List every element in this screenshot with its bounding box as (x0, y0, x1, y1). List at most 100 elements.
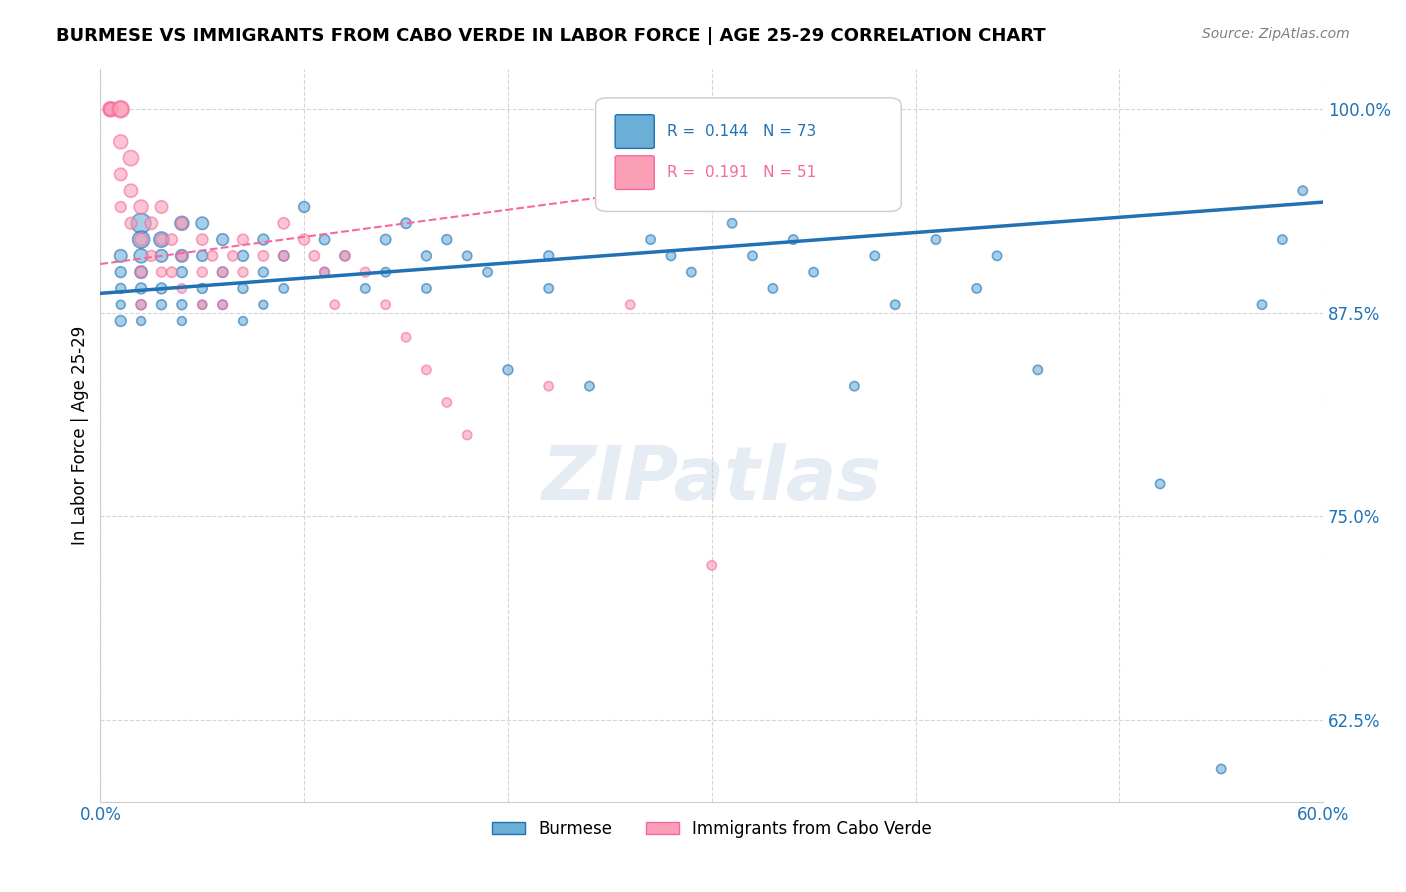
Point (170, 314, 193, 328)
Point (844, 379, 866, 393)
Point (150, 200, 173, 214)
Text: R =  0.191   N = 51: R = 0.191 N = 51 (666, 165, 815, 180)
Point (884, 298, 907, 312)
Point (100, 102, 122, 116)
Point (456, 249, 478, 263)
Point (395, 216, 418, 230)
Point (110, 135, 132, 149)
Point (120, 216, 142, 230)
Point (232, 233, 254, 247)
Point (252, 265, 274, 279)
Point (129, 314, 152, 328)
Point (110, 200, 132, 214)
Point (191, 216, 214, 230)
Point (354, 281, 377, 295)
Point (141, 249, 163, 263)
Point (100, 102, 122, 116)
Y-axis label: In Labor Force | Age 25-29: In Labor Force | Age 25-29 (72, 326, 89, 545)
Point (1149, 477, 1171, 491)
Point (191, 249, 214, 263)
Point (110, 168, 132, 182)
Point (374, 233, 396, 247)
Point (374, 265, 396, 279)
Point (415, 281, 437, 295)
Point (304, 249, 326, 263)
Point (1292, 184, 1315, 198)
Point (141, 216, 163, 230)
Point (232, 314, 254, 328)
Point (415, 363, 437, 377)
Point (110, 298, 132, 312)
Point (150, 233, 173, 247)
Point (537, 281, 560, 295)
Point (129, 216, 152, 230)
Point (323, 298, 346, 312)
Point (170, 265, 193, 279)
Point (1251, 298, 1274, 312)
Point (191, 265, 214, 279)
Text: ZIPatlas: ZIPatlas (541, 442, 882, 516)
Text: Source: ZipAtlas.com: Source: ZipAtlas.com (1202, 27, 1350, 41)
Point (170, 216, 193, 230)
Point (150, 233, 173, 247)
Point (232, 265, 254, 279)
Point (314, 233, 336, 247)
Point (211, 265, 233, 279)
Point (129, 233, 152, 247)
Point (191, 298, 214, 312)
Point (273, 249, 295, 263)
Point (110, 314, 132, 328)
Point (129, 265, 152, 279)
Point (110, 102, 132, 116)
Point (120, 151, 142, 165)
Point (150, 249, 173, 263)
Point (700, 558, 723, 573)
Point (252, 298, 274, 312)
Point (1026, 363, 1049, 377)
Point (129, 281, 152, 295)
FancyBboxPatch shape (616, 156, 654, 189)
Point (640, 233, 662, 247)
Point (160, 265, 183, 279)
Point (170, 249, 193, 263)
Point (415, 249, 437, 263)
Point (150, 298, 173, 312)
Point (925, 233, 948, 247)
Point (201, 249, 224, 263)
Point (211, 233, 233, 247)
Point (170, 216, 193, 230)
Point (1271, 233, 1294, 247)
Point (436, 395, 458, 409)
Point (292, 233, 315, 247)
Point (659, 249, 682, 263)
Point (803, 265, 825, 279)
Point (456, 428, 478, 442)
Point (129, 265, 152, 279)
Point (863, 249, 886, 263)
Point (170, 249, 193, 263)
Point (160, 233, 183, 247)
Point (273, 249, 295, 263)
Point (395, 330, 418, 344)
Point (129, 200, 152, 214)
Point (211, 298, 233, 312)
Point (252, 249, 274, 263)
Point (1211, 762, 1233, 776)
Point (477, 265, 499, 279)
Point (191, 298, 214, 312)
Point (150, 281, 173, 295)
Text: BURMESE VS IMMIGRANTS FROM CABO VERDE IN LABOR FORCE | AGE 25-29 CORRELATION CHA: BURMESE VS IMMIGRANTS FROM CABO VERDE IN… (56, 27, 1046, 45)
Point (232, 249, 254, 263)
FancyBboxPatch shape (596, 98, 901, 211)
Point (252, 233, 274, 247)
Point (120, 184, 142, 198)
Point (110, 249, 132, 263)
Point (721, 216, 744, 230)
Point (333, 249, 356, 263)
Point (170, 298, 193, 312)
Point (782, 233, 804, 247)
Point (354, 265, 377, 279)
Point (129, 298, 152, 312)
Point (537, 379, 560, 393)
Point (129, 249, 152, 263)
